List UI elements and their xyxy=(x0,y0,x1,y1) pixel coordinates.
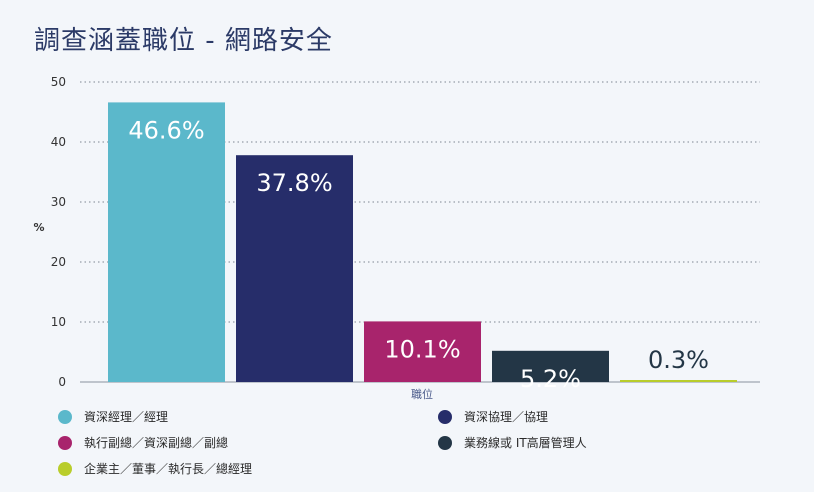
legend-swatch xyxy=(438,435,452,450)
bar-data-label: 0.3% xyxy=(648,346,709,374)
y-tick-label: 20 xyxy=(51,255,66,269)
chart-title: 調查涵蓋職位 - 網路安全 xyxy=(34,26,333,56)
legend-item: 業務線或 IT高層管理人 xyxy=(438,434,587,451)
legend-item: 資深協理／協理 xyxy=(438,408,548,425)
legend-label: 業務線或 IT高層管理人 xyxy=(464,436,587,450)
y-axis-label: % xyxy=(33,221,44,234)
bar-data-label: 37.8% xyxy=(256,169,332,197)
bar-data-label: 5.2% xyxy=(520,365,581,393)
bar xyxy=(236,155,353,382)
y-tick-label: 50 xyxy=(51,75,66,89)
legend-item: 執行副總／資深副總／副總 xyxy=(58,434,228,451)
bar xyxy=(364,321,481,382)
legend-label: 資深經理／經理 xyxy=(84,410,169,424)
bar-chart: 0 10 20 30 40 50% 職位 46.6% 37.8% 10.1% 5.2% 0.3% xyxy=(33,75,760,400)
bar-data-label: 10.1% xyxy=(384,335,460,363)
x-axis-label: 職位 xyxy=(411,387,433,400)
y-tick-label: 40 xyxy=(51,135,66,149)
y-tick-label: 30 xyxy=(51,195,66,209)
legend-label: 資深協理／協理 xyxy=(464,410,549,424)
bar xyxy=(108,102,225,383)
legend-label: 執行副總／資深副總／副總 xyxy=(84,436,229,450)
legend: 資深經理／經理 資深協理／協理執行副總／資深副總／副總 業務線或 IT高層管理人企業… xyxy=(58,408,778,488)
legend-item: 資深經理／經理 xyxy=(58,408,168,425)
y-tick-label: 10 xyxy=(51,315,66,329)
legend-swatch xyxy=(58,435,72,450)
bar xyxy=(492,350,609,382)
legend-swatch xyxy=(58,409,72,424)
legend-swatch xyxy=(438,409,452,424)
legend-swatch xyxy=(58,461,72,476)
legend-item: 企業主／董事／執行長／總經理 xyxy=(58,460,252,477)
bar xyxy=(620,380,737,382)
legend-label: 企業主／董事／執行長／總經理 xyxy=(84,462,253,476)
y-tick-label: 0 xyxy=(58,375,66,389)
bar-data-label: 46.6% xyxy=(128,116,204,144)
